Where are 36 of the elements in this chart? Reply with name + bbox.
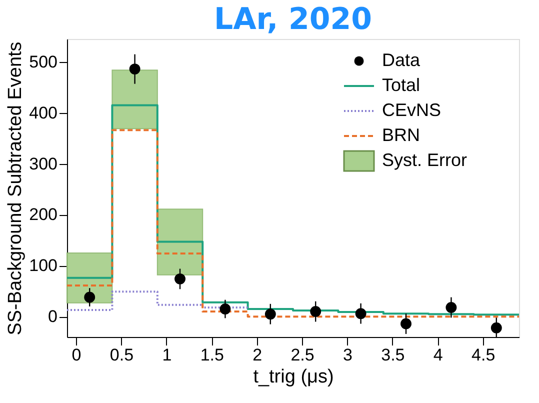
point (129, 64, 140, 75)
x-tick-label: 0 (72, 346, 82, 364)
point (174, 273, 186, 284)
legend-label: Data (382, 50, 422, 70)
bar (112, 70, 158, 130)
x-tick-label: 1 (162, 346, 172, 364)
y-tick-label: 200 (29, 205, 58, 224)
legend-label: Total (382, 75, 420, 95)
x-tick-label: 3.5 (381, 346, 405, 364)
x-tick-label: 1.5 (200, 346, 224, 364)
point (490, 322, 502, 334)
y-tick-label: 400 (29, 103, 58, 122)
point (400, 318, 412, 330)
y-tick-label: 300 (29, 154, 58, 174)
legend-label: CEvNS (382, 100, 442, 120)
legend-label: Syst. Error (382, 150, 468, 170)
point (355, 308, 366, 320)
point (220, 304, 231, 314)
point (446, 302, 457, 313)
point (264, 308, 276, 320)
x-tick-label: 4 (433, 346, 443, 364)
y-tick-label: 100 (29, 256, 58, 276)
point (84, 292, 96, 303)
x-tick-label: 3 (343, 346, 352, 364)
y-tick-label: 500 (29, 52, 58, 72)
x-tick-label: 2.5 (290, 346, 314, 364)
y-axis-title: SS-Background Subtracted Events (5, 42, 26, 336)
legend-label: BRN (382, 125, 420, 145)
chart-title: LAr, 2020 (214, 2, 372, 37)
x-tick-label: 4.5 (472, 346, 496, 364)
bar (156, 208, 204, 276)
x-tick-label: 0.5 (110, 346, 134, 364)
point (310, 306, 322, 317)
y-tick-label: 0 (48, 307, 58, 326)
x-axis-title: t_trig (μs) (253, 366, 334, 388)
x-tick-label: 2 (252, 346, 262, 364)
